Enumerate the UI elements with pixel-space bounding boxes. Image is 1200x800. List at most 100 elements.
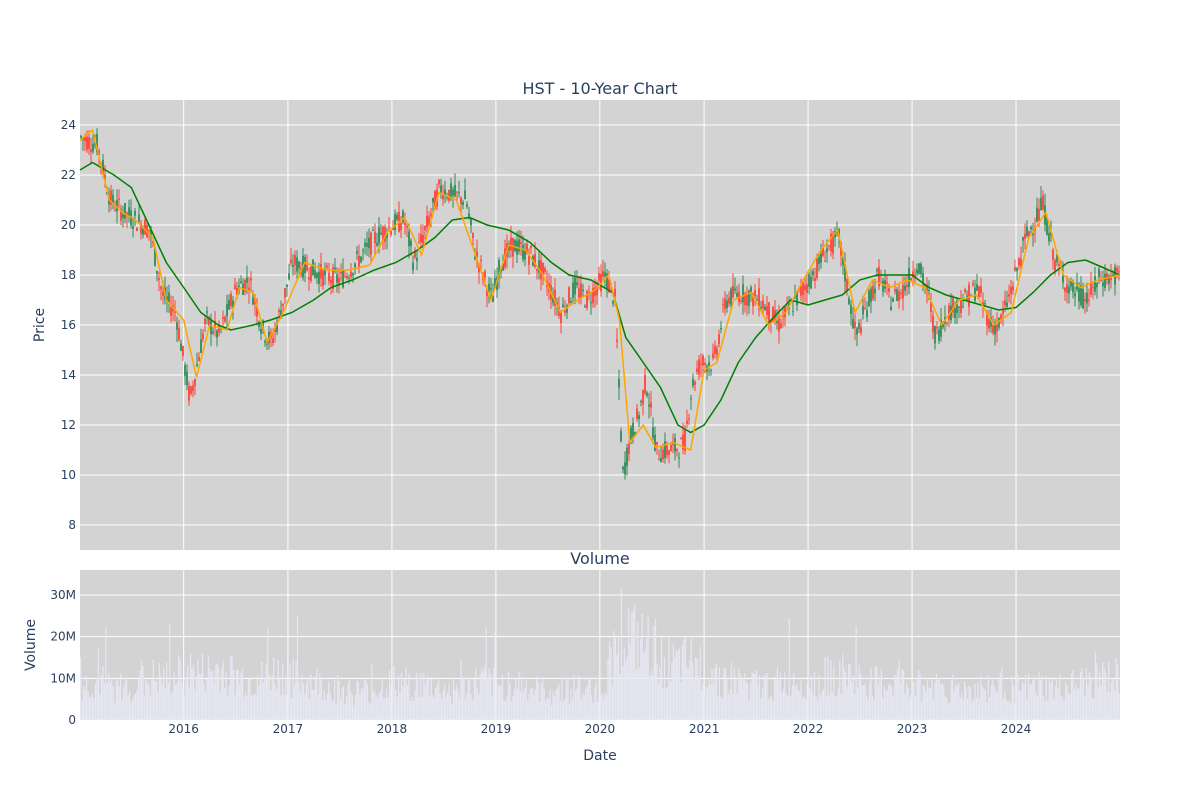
volume-bar: [720, 696, 722, 720]
candle-body: [912, 271, 914, 278]
volume-bar: [876, 666, 878, 720]
candle-body: [896, 289, 898, 301]
volume-bar: [718, 667, 721, 720]
volume-bar: [479, 673, 481, 720]
volume-bar: [776, 667, 778, 720]
candle-body: [1108, 275, 1110, 284]
candle-body: [622, 466, 624, 470]
candle-body: [196, 363, 198, 367]
volume-bar: [305, 682, 308, 720]
candle-body: [136, 227, 138, 231]
volume-bar: [788, 618, 790, 720]
volume-bar: [874, 666, 877, 720]
volume-bar: [800, 680, 802, 720]
volume-bar: [652, 674, 654, 720]
volume-bar: [341, 687, 343, 720]
volume-bar: [534, 689, 536, 720]
volume-bar: [885, 690, 887, 720]
volume-bar: [357, 682, 360, 720]
volume-bar: [947, 703, 949, 720]
volume-bar: [865, 694, 868, 720]
candle-body: [734, 288, 736, 291]
candle-body: [346, 275, 348, 279]
volume-bar: [714, 667, 716, 720]
volume-bar: [750, 682, 752, 720]
volume-bar: [698, 676, 700, 720]
volume-bar: [594, 687, 596, 720]
volume-bar: [986, 702, 988, 720]
volume-bar: [794, 686, 796, 720]
volume-bar: [892, 695, 894, 720]
volume-bar: [756, 670, 758, 720]
volume-y-tick-label: 0: [68, 713, 76, 727]
volume-bar: [989, 696, 991, 720]
volume-bar: [540, 683, 542, 720]
candle-body: [1104, 273, 1106, 289]
volume-bar: [194, 689, 196, 720]
volume-bar: [314, 675, 316, 720]
volume-bar: [984, 689, 986, 720]
volume-bar: [953, 690, 955, 720]
ma-long-line: [79, 161, 1121, 434]
volume-bar: [380, 690, 382, 720]
x-tick-label: 2019: [481, 722, 512, 736]
candle-body: [1036, 207, 1038, 222]
candle-body: [246, 277, 248, 283]
candle-body: [1026, 226, 1028, 236]
volume-bar: [328, 681, 330, 720]
candle-body: [356, 251, 358, 254]
candle-body: [804, 285, 806, 291]
volume-bar: [265, 663, 267, 720]
volume-bar: [1036, 695, 1038, 720]
candle-body: [474, 256, 476, 260]
ma-short-line: [79, 128, 1121, 452]
candle-body: [1098, 268, 1100, 277]
volume-bar: [203, 683, 205, 720]
candle-body: [876, 269, 878, 272]
volume-bar: [552, 692, 554, 720]
candle-body: [1056, 254, 1058, 263]
volume-bar: [1073, 689, 1076, 720]
candle-body: [764, 306, 766, 311]
volume-bar: [218, 667, 220, 720]
candle-body: [792, 311, 794, 313]
candle-body: [104, 174, 106, 180]
volume-bar: [769, 696, 771, 720]
candle-body: [810, 277, 812, 289]
volume-bar: [84, 689, 86, 720]
candle-body: [116, 200, 118, 212]
volume-bar: [476, 688, 478, 720]
candle-body: [908, 267, 910, 288]
volume-bar: [412, 700, 414, 720]
x-tick-label: 2018: [377, 722, 408, 736]
volume-bar: [454, 689, 456, 720]
volume-bar: [197, 659, 199, 720]
candle-body: [1066, 284, 1068, 293]
candle-body: [396, 214, 398, 220]
volume-bar: [448, 683, 450, 720]
candle-body: [414, 250, 416, 258]
volume-bar: [992, 679, 994, 720]
volume-bar: [224, 688, 226, 720]
volume-bar: [886, 690, 888, 720]
volume-bar: [972, 699, 975, 720]
candle-body: [138, 214, 140, 222]
volume-bar: [640, 639, 642, 720]
candle-body: [228, 299, 230, 310]
candle-body: [596, 286, 598, 296]
volume-bar: [518, 671, 520, 720]
candle-body: [974, 287, 976, 301]
volume-bar: [252, 695, 254, 720]
candle-body: [462, 202, 464, 206]
candle-body: [250, 278, 252, 281]
candle-body: [832, 234, 834, 254]
volume-bar: [585, 688, 587, 720]
volume-bar: [708, 677, 710, 720]
candle-body: [456, 191, 458, 193]
price-grid: [80, 100, 1120, 550]
volume-bar: [417, 677, 419, 720]
volume-bar: [372, 691, 374, 720]
candle-body: [688, 418, 690, 420]
candle-body: [1062, 274, 1064, 283]
volume-bar: [179, 659, 181, 720]
